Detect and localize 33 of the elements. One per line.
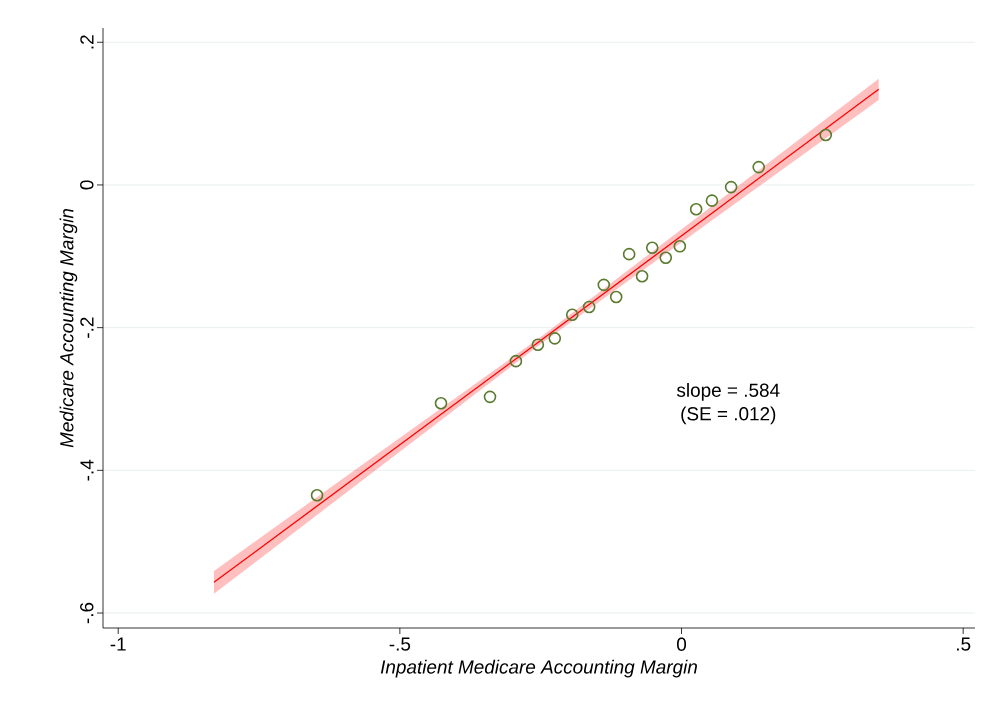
x-axis-title: Inpatient Medicare Accounting Margin bbox=[380, 659, 697, 678]
y-tick-label: .2 bbox=[80, 35, 94, 49]
y-axis-title: Medicare Accounting Margin bbox=[59, 208, 78, 448]
x-tick-label: -1 bbox=[110, 637, 126, 651]
point bbox=[659, 251, 673, 265]
point bbox=[548, 332, 562, 345]
x-tick-label: -.5 bbox=[389, 637, 411, 651]
y-tick-label: -.4 bbox=[80, 459, 94, 481]
x-tick-label: 0 bbox=[677, 637, 687, 651]
point bbox=[705, 194, 719, 207]
point bbox=[310, 489, 324, 502]
point bbox=[673, 240, 687, 253]
point bbox=[689, 202, 703, 216]
point bbox=[582, 300, 596, 314]
point bbox=[597, 278, 611, 292]
annotation: slope = .584 bbox=[676, 383, 780, 401]
y-tick-label: -.6 bbox=[80, 602, 94, 624]
y-tick-label: 0 bbox=[80, 180, 94, 190]
point bbox=[819, 128, 833, 142]
point bbox=[531, 338, 545, 352]
point bbox=[645, 241, 659, 255]
x-tick-label: .5 bbox=[957, 637, 971, 651]
point bbox=[565, 308, 579, 322]
point bbox=[635, 269, 649, 283]
point bbox=[483, 390, 497, 404]
point bbox=[434, 396, 448, 410]
point bbox=[509, 354, 523, 368]
point bbox=[609, 290, 623, 304]
point bbox=[724, 180, 738, 194]
annotation: (SE = .012) bbox=[681, 406, 776, 425]
y-tick-label: -.2 bbox=[80, 317, 94, 338]
point bbox=[622, 247, 636, 261]
point bbox=[752, 160, 765, 174]
